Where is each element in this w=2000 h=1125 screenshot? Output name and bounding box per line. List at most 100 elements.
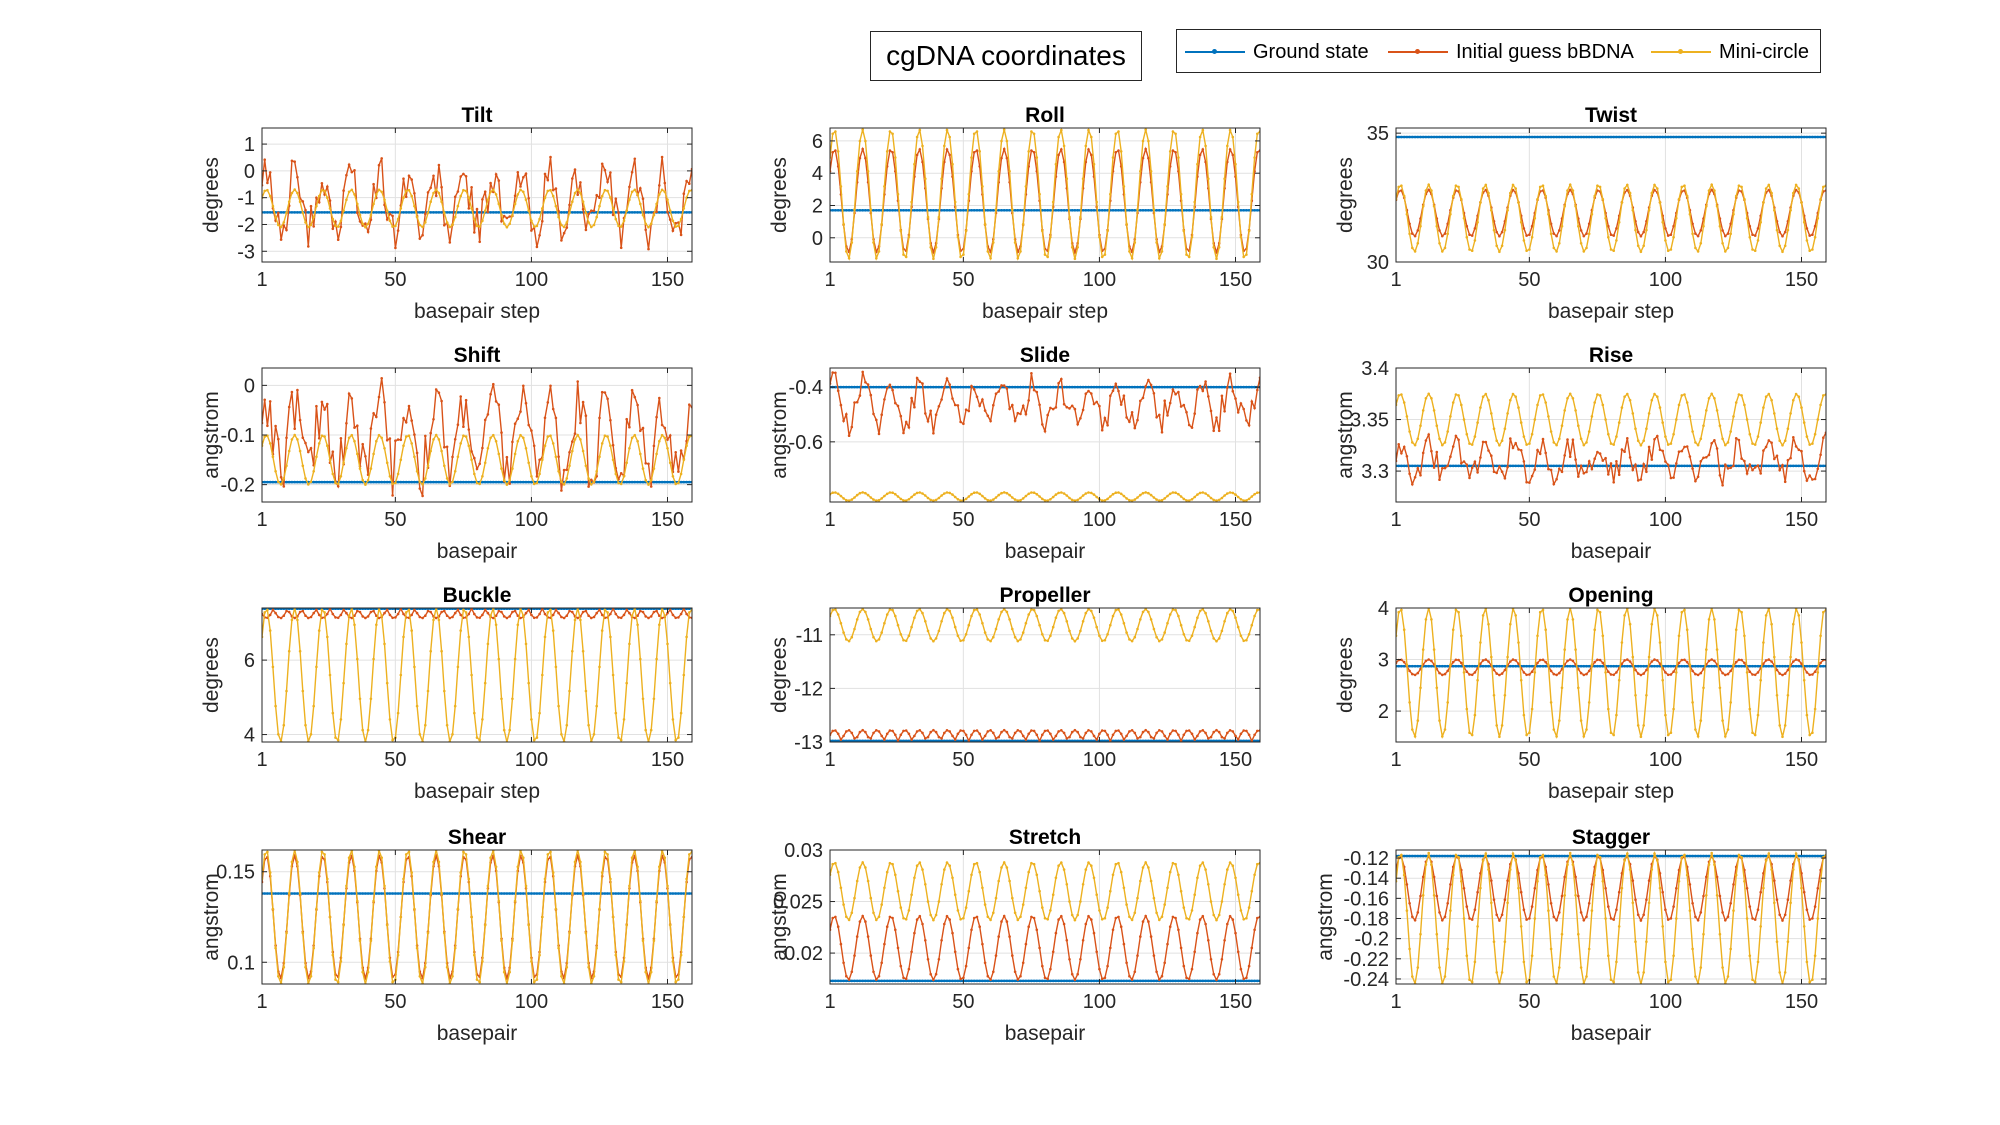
data-point xyxy=(1136,385,1139,389)
data-point xyxy=(1675,216,1678,220)
data-point xyxy=(1574,135,1577,139)
data-point xyxy=(440,399,443,403)
data-point xyxy=(972,388,976,391)
data-point xyxy=(959,729,962,732)
data-point xyxy=(902,638,905,642)
data-point xyxy=(1038,623,1041,627)
data-point xyxy=(364,455,367,458)
data-point xyxy=(339,613,343,617)
data-point xyxy=(1685,194,1689,198)
data-point xyxy=(266,480,269,484)
data-point xyxy=(644,462,647,465)
data-point xyxy=(1000,730,1003,734)
data-point xyxy=(1247,424,1251,427)
data-point xyxy=(647,211,650,214)
data-point xyxy=(1767,135,1771,139)
data-point xyxy=(1032,209,1036,212)
data-point xyxy=(524,198,528,201)
series-markers-ground-state xyxy=(1396,135,1826,139)
data-point xyxy=(451,733,454,736)
data-point xyxy=(1051,625,1055,629)
data-point xyxy=(611,892,615,895)
data-point xyxy=(1658,135,1662,139)
data-point xyxy=(1685,401,1689,404)
data-point xyxy=(402,196,405,199)
data-point xyxy=(1691,664,1694,668)
data-point xyxy=(1256,739,1259,742)
data-point xyxy=(309,480,313,484)
data-point xyxy=(1024,209,1028,212)
data-point xyxy=(287,610,291,614)
data-point xyxy=(1525,664,1528,668)
data-point xyxy=(1724,135,1727,139)
data-point xyxy=(1587,135,1591,139)
data-point xyxy=(598,455,601,459)
data-point xyxy=(1816,135,1820,139)
data-point xyxy=(636,403,639,407)
data-point xyxy=(404,892,408,895)
data-point xyxy=(1051,738,1055,741)
data-point xyxy=(1699,460,1703,463)
data-point xyxy=(581,480,585,484)
data-point xyxy=(1645,694,1648,697)
data-point xyxy=(1068,735,1071,739)
data-point xyxy=(1122,385,1126,389)
data-point xyxy=(953,625,957,629)
data-point xyxy=(489,211,492,214)
data-point xyxy=(1084,611,1088,615)
data-point xyxy=(658,439,661,443)
data-point xyxy=(315,480,318,484)
data-point xyxy=(500,480,503,484)
data-point xyxy=(625,681,628,685)
data-point xyxy=(464,892,468,895)
data-point xyxy=(924,385,927,389)
data-point xyxy=(1666,249,1670,252)
data-point xyxy=(1470,443,1474,446)
data-point xyxy=(592,892,596,895)
data-point xyxy=(869,208,873,211)
data-point xyxy=(1759,472,1762,475)
data-point xyxy=(1707,618,1711,621)
data-point xyxy=(516,623,520,627)
data-point xyxy=(576,188,579,191)
data-point xyxy=(913,162,916,166)
data-point xyxy=(600,162,604,166)
data-point xyxy=(1253,209,1256,212)
data-point xyxy=(1794,392,1798,396)
data-point xyxy=(361,222,365,226)
data-point xyxy=(639,202,642,206)
data-point xyxy=(320,211,324,214)
data-point xyxy=(668,892,672,895)
data-point xyxy=(989,209,992,212)
data-point xyxy=(443,609,446,613)
data-point xyxy=(1402,660,1406,664)
x-tick-label: 100 xyxy=(1649,269,1682,291)
data-point xyxy=(1432,466,1436,469)
data-point xyxy=(1753,249,1757,252)
data-point xyxy=(660,616,664,620)
data-point xyxy=(1536,634,1539,638)
data-point xyxy=(1617,421,1621,424)
data-point xyxy=(1560,135,1564,139)
data-point xyxy=(872,739,875,742)
data-point xyxy=(1805,464,1809,468)
data-point xyxy=(850,498,854,501)
data-point xyxy=(1743,135,1746,139)
data-point xyxy=(1816,467,1820,471)
legend-swatch-mini-circle xyxy=(1651,47,1711,57)
data-point xyxy=(1743,661,1746,665)
data-point xyxy=(839,494,843,498)
data-point xyxy=(628,642,631,646)
data-point xyxy=(639,609,642,613)
data-point xyxy=(1647,412,1651,415)
subplot-title: Slide xyxy=(1020,344,1070,367)
data-point xyxy=(317,442,321,445)
data-point xyxy=(1650,660,1654,663)
data-point xyxy=(1732,464,1735,468)
data-point xyxy=(396,892,400,895)
data-point xyxy=(328,199,332,202)
data-point xyxy=(1582,464,1586,468)
data-point xyxy=(983,734,987,738)
data-point xyxy=(1479,456,1482,459)
data-point xyxy=(671,718,675,721)
